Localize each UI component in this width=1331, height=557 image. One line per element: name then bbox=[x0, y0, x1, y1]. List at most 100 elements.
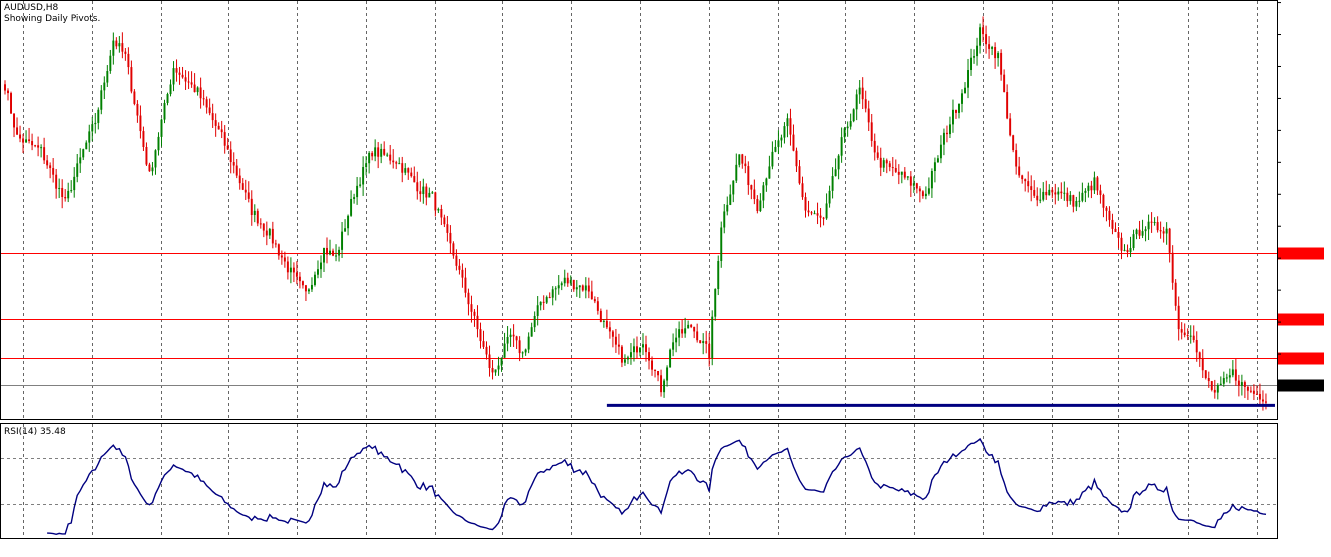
candle bbox=[449, 225, 452, 254]
candle bbox=[566, 272, 569, 287]
candle-body bbox=[1258, 393, 1261, 400]
candle-body bbox=[590, 291, 593, 300]
candle-body bbox=[988, 44, 991, 49]
candle-body bbox=[229, 149, 232, 163]
candle-body bbox=[467, 292, 470, 305]
candle bbox=[250, 190, 253, 226]
candle-body bbox=[578, 285, 581, 288]
candle-body bbox=[313, 274, 316, 285]
rsi-axis bbox=[1, 458, 1277, 505]
candle bbox=[91, 116, 94, 142]
candle bbox=[241, 178, 244, 191]
candle bbox=[1114, 222, 1117, 233]
candle-body bbox=[961, 93, 963, 104]
candle-body bbox=[1015, 150, 1018, 167]
candle-body bbox=[169, 84, 172, 95]
candle bbox=[416, 171, 419, 200]
candle bbox=[792, 124, 795, 152]
candle-body bbox=[620, 346, 623, 363]
candle-body bbox=[834, 169, 837, 177]
candle bbox=[798, 160, 801, 185]
candle bbox=[214, 113, 217, 137]
candle-body bbox=[295, 272, 298, 277]
candle bbox=[542, 295, 545, 310]
candle bbox=[298, 272, 301, 289]
candle bbox=[1126, 244, 1129, 258]
candle bbox=[473, 309, 476, 327]
candle bbox=[187, 71, 190, 90]
candle bbox=[921, 190, 924, 199]
candle-body bbox=[789, 118, 792, 135]
candle-body bbox=[551, 289, 554, 298]
candle-body bbox=[1120, 237, 1123, 251]
candle-body bbox=[524, 349, 527, 353]
candle bbox=[849, 113, 852, 130]
candle bbox=[1015, 143, 1018, 175]
candle bbox=[1021, 174, 1024, 184]
candle-body bbox=[371, 152, 374, 157]
candle bbox=[506, 326, 509, 352]
candle bbox=[557, 275, 560, 295]
candle bbox=[398, 157, 401, 165]
candle-body bbox=[1105, 207, 1108, 211]
candle bbox=[226, 137, 229, 150]
candle-body bbox=[636, 346, 638, 353]
pivot-price-tag bbox=[1278, 313, 1324, 326]
candle bbox=[828, 185, 831, 208]
candle-body bbox=[1090, 185, 1093, 191]
candle-body bbox=[885, 160, 888, 164]
candle-body bbox=[798, 166, 801, 184]
candle bbox=[1165, 222, 1168, 245]
rsi-label: RSI(14) 35.48 bbox=[4, 427, 66, 437]
candle-body bbox=[151, 167, 154, 172]
candle bbox=[675, 328, 678, 353]
candle-body bbox=[771, 151, 774, 167]
candle bbox=[569, 275, 572, 286]
candle-body bbox=[1180, 329, 1183, 333]
candle bbox=[930, 168, 933, 198]
candle-body bbox=[464, 277, 467, 293]
candle-body bbox=[536, 305, 539, 316]
candle-body bbox=[632, 346, 635, 353]
candle-body bbox=[223, 132, 226, 146]
candle-body bbox=[211, 113, 214, 121]
candle-body bbox=[160, 119, 163, 137]
candle-body bbox=[997, 52, 1000, 59]
candle-body bbox=[861, 87, 864, 100]
candle bbox=[1051, 187, 1054, 199]
candle bbox=[401, 156, 404, 183]
candle bbox=[329, 239, 331, 256]
candle bbox=[268, 227, 271, 239]
candle-body bbox=[13, 113, 16, 128]
candle bbox=[253, 204, 256, 223]
candle-body bbox=[1036, 195, 1039, 201]
candle-body bbox=[1114, 228, 1117, 233]
candle bbox=[301, 280, 304, 289]
candle-body bbox=[1198, 352, 1201, 359]
candle-body bbox=[380, 148, 383, 157]
candle-body bbox=[332, 250, 335, 256]
candle bbox=[1075, 196, 1078, 212]
candle-body bbox=[175, 68, 178, 73]
candle-body bbox=[419, 191, 422, 195]
candle bbox=[1018, 156, 1021, 178]
candle bbox=[494, 369, 497, 376]
candle-body bbox=[1045, 191, 1048, 196]
candle-body bbox=[416, 182, 419, 192]
candle bbox=[139, 105, 142, 139]
candle bbox=[1039, 188, 1042, 204]
candle bbox=[184, 70, 187, 90]
candle-body bbox=[1123, 249, 1126, 251]
candle-body bbox=[852, 109, 855, 122]
candle bbox=[560, 281, 563, 291]
candle bbox=[1177, 296, 1180, 341]
candle bbox=[563, 269, 566, 287]
candle-body bbox=[202, 98, 205, 100]
candle-body bbox=[768, 166, 771, 179]
candle-body bbox=[410, 172, 413, 177]
candle-body bbox=[1108, 210, 1111, 220]
candle-body bbox=[73, 176, 76, 191]
candle bbox=[1234, 358, 1237, 386]
candle bbox=[997, 51, 1000, 67]
